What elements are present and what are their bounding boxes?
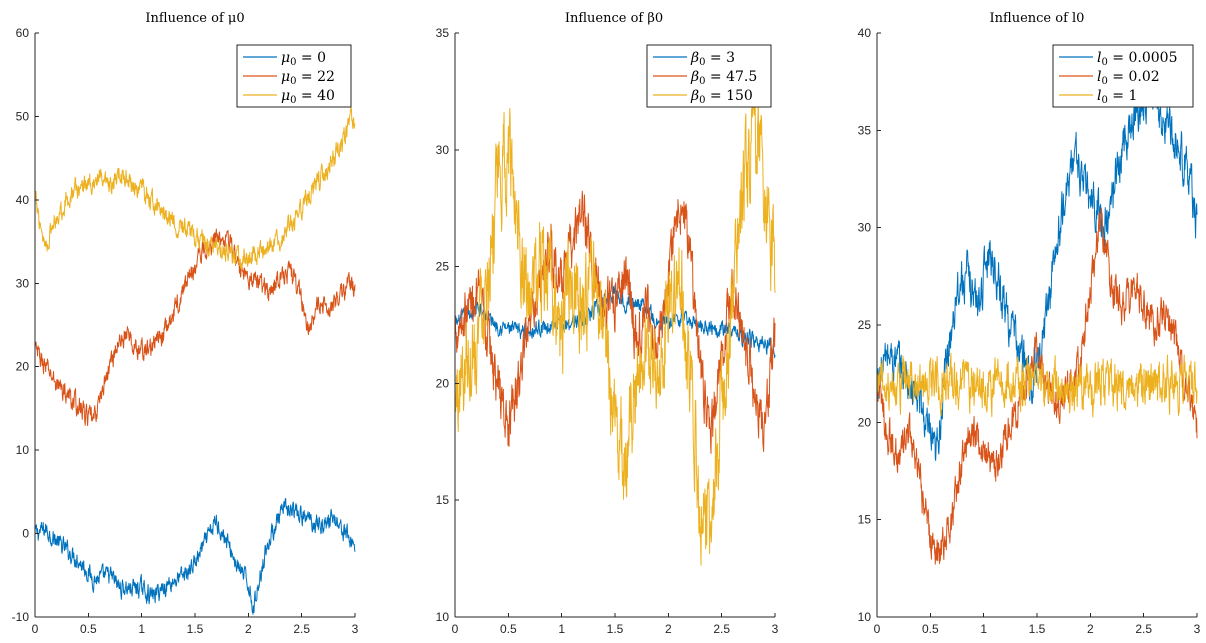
- chart-title-mu0: Influence of μ0: [145, 11, 244, 26]
- x-tick-label: 2.5: [293, 622, 310, 636]
- series-line-2: [34, 228, 356, 427]
- x-tick-label: 1: [138, 622, 145, 636]
- y-tick-label: 20: [436, 376, 450, 390]
- legend-label: β0 = 3: [690, 50, 735, 68]
- series-line-1: [454, 283, 776, 359]
- x-tick-label: 2.5: [713, 622, 730, 636]
- x-tick-label: 3: [772, 622, 779, 636]
- y-tick-label: 0: [22, 527, 29, 541]
- x-tick-label: 1.5: [187, 622, 204, 636]
- x-tick-label: 2.5: [1135, 622, 1152, 636]
- x-tick-label: 2: [1087, 622, 1094, 636]
- x-tick-label: 0: [452, 622, 459, 636]
- legend-label: μ0 = 0: [281, 50, 326, 68]
- y-tick-label: 15: [436, 493, 450, 507]
- chart-title-l0: Influence of l0: [990, 11, 1085, 26]
- series-line-3: [876, 352, 1198, 418]
- x-tick-label: 2: [665, 622, 672, 636]
- chart-panel-l0: Influence of l0 0 0.5 1 1.5 2 2.5 3 10 15 20 25 30 3…: [858, 11, 1201, 636]
- y-tick-label: 35: [436, 26, 450, 40]
- y-tick-label: 35: [858, 123, 872, 137]
- y-tick-label: 10: [858, 610, 872, 624]
- x-tick-label: 3: [352, 622, 359, 636]
- x-tick-label: 1.5: [607, 622, 624, 636]
- x-tick-label: 0.5: [500, 622, 517, 636]
- legend-label: l0 = 1: [1097, 88, 1137, 106]
- chart-panel-beta0: Influence of β0 0 0.5 1 1.5 2 2.5 3 10 15 20 25 30 3…: [436, 11, 779, 636]
- y-tick-label: 15: [858, 513, 872, 527]
- series-line-1: [876, 77, 1198, 461]
- series-line-2: [454, 190, 776, 454]
- y-tick-label: 25: [858, 318, 872, 332]
- chart-title-beta0: Influence of β0: [565, 11, 663, 26]
- chart-panel-mu0: Influence of μ0 0 0.5 1 1.5 2 2.5 3-1001020304…: [12, 11, 359, 636]
- y-tick-label: 40: [16, 193, 30, 207]
- legend-label: β0 = 150: [690, 88, 753, 106]
- x-tick-label: 1: [558, 622, 565, 636]
- y-tick-label: 40: [858, 26, 872, 40]
- y-tick-label: 20: [16, 360, 30, 374]
- y-tick-label: 20: [858, 415, 872, 429]
- y-tick-label: -10: [12, 610, 30, 624]
- y-tick-label: 30: [16, 276, 30, 290]
- y-tick-label: 60: [16, 26, 30, 40]
- series-line-1: [34, 497, 356, 615]
- series-line-2: [876, 207, 1198, 565]
- y-tick-label: 10: [436, 610, 450, 624]
- legend-label: β0 = 47.5: [690, 69, 757, 87]
- x-tick-label: 0: [32, 622, 39, 636]
- series-line-3: [454, 84, 776, 566]
- x-tick-label: 1: [980, 622, 987, 636]
- series-line-3: [34, 107, 356, 270]
- x-tick-label: 0: [874, 622, 881, 636]
- y-tick-label: 30: [858, 221, 872, 235]
- x-tick-label: 0.5: [80, 622, 97, 636]
- legend: β0 = 3β0 = 47.5β0 = 150: [646, 44, 772, 108]
- y-tick-label: 50: [16, 109, 30, 123]
- x-tick-label: 1.5: [1029, 622, 1046, 636]
- x-tick-label: 3: [1194, 622, 1201, 636]
- y-tick-label: 10: [16, 443, 30, 457]
- x-tick-label: 2: [245, 622, 252, 636]
- y-tick-label: 30: [436, 143, 450, 157]
- legend-label: μ0 = 22: [281, 69, 335, 87]
- legend-label: l0 = 0.0005: [1097, 50, 1177, 68]
- legend-label: μ0 = 40: [281, 88, 335, 106]
- legend-label: l0 = 0.02: [1097, 69, 1160, 87]
- x-tick-label: 0.5: [922, 622, 939, 636]
- y-tick-label: 25: [436, 260, 450, 274]
